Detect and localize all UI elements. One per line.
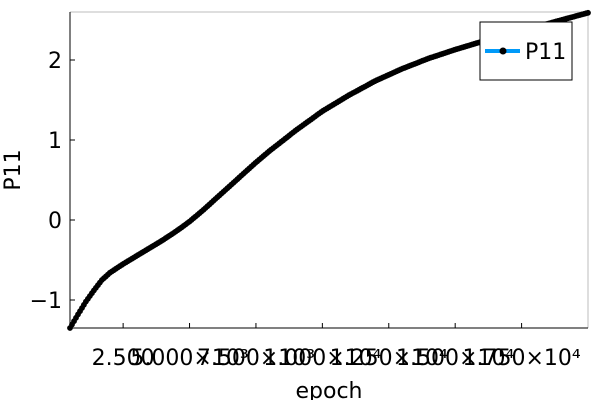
legend-marker-sample: [499, 47, 507, 55]
x-tick-label: 2.500: [92, 346, 155, 371]
y-ticks: −1 0 1 2: [30, 49, 75, 314]
legend: P11: [479, 21, 573, 81]
y-tick-label: 2: [48, 49, 62, 74]
x-tick-label: 7.500×10³: [197, 346, 315, 371]
x-ticks: 2.5005.000×10³7.500×10³1.000×10⁴1.250×10…: [92, 323, 581, 371]
legend-box: [479, 21, 573, 81]
y-tick-label: 0: [48, 209, 62, 234]
series-layer: [67, 9, 591, 331]
plot-frame: [69, 11, 589, 329]
y-tick-label: −1: [30, 289, 62, 314]
x-tick-label: 5.000×10³: [130, 346, 248, 371]
data-point: [585, 9, 591, 16]
x-tick-label: 1.500×10⁴: [396, 346, 514, 371]
x-tick-label: 1.750×10⁴: [462, 346, 580, 371]
x-tick-label: 1.000×10⁴: [263, 346, 381, 371]
x-axis-label: epoch: [296, 379, 363, 400]
y-tick-label: 1: [48, 129, 62, 154]
y-axis-label: P11: [1, 149, 26, 190]
x-tick-label: 1.250×10⁴: [330, 346, 448, 371]
legend-label: P11: [525, 40, 566, 65]
